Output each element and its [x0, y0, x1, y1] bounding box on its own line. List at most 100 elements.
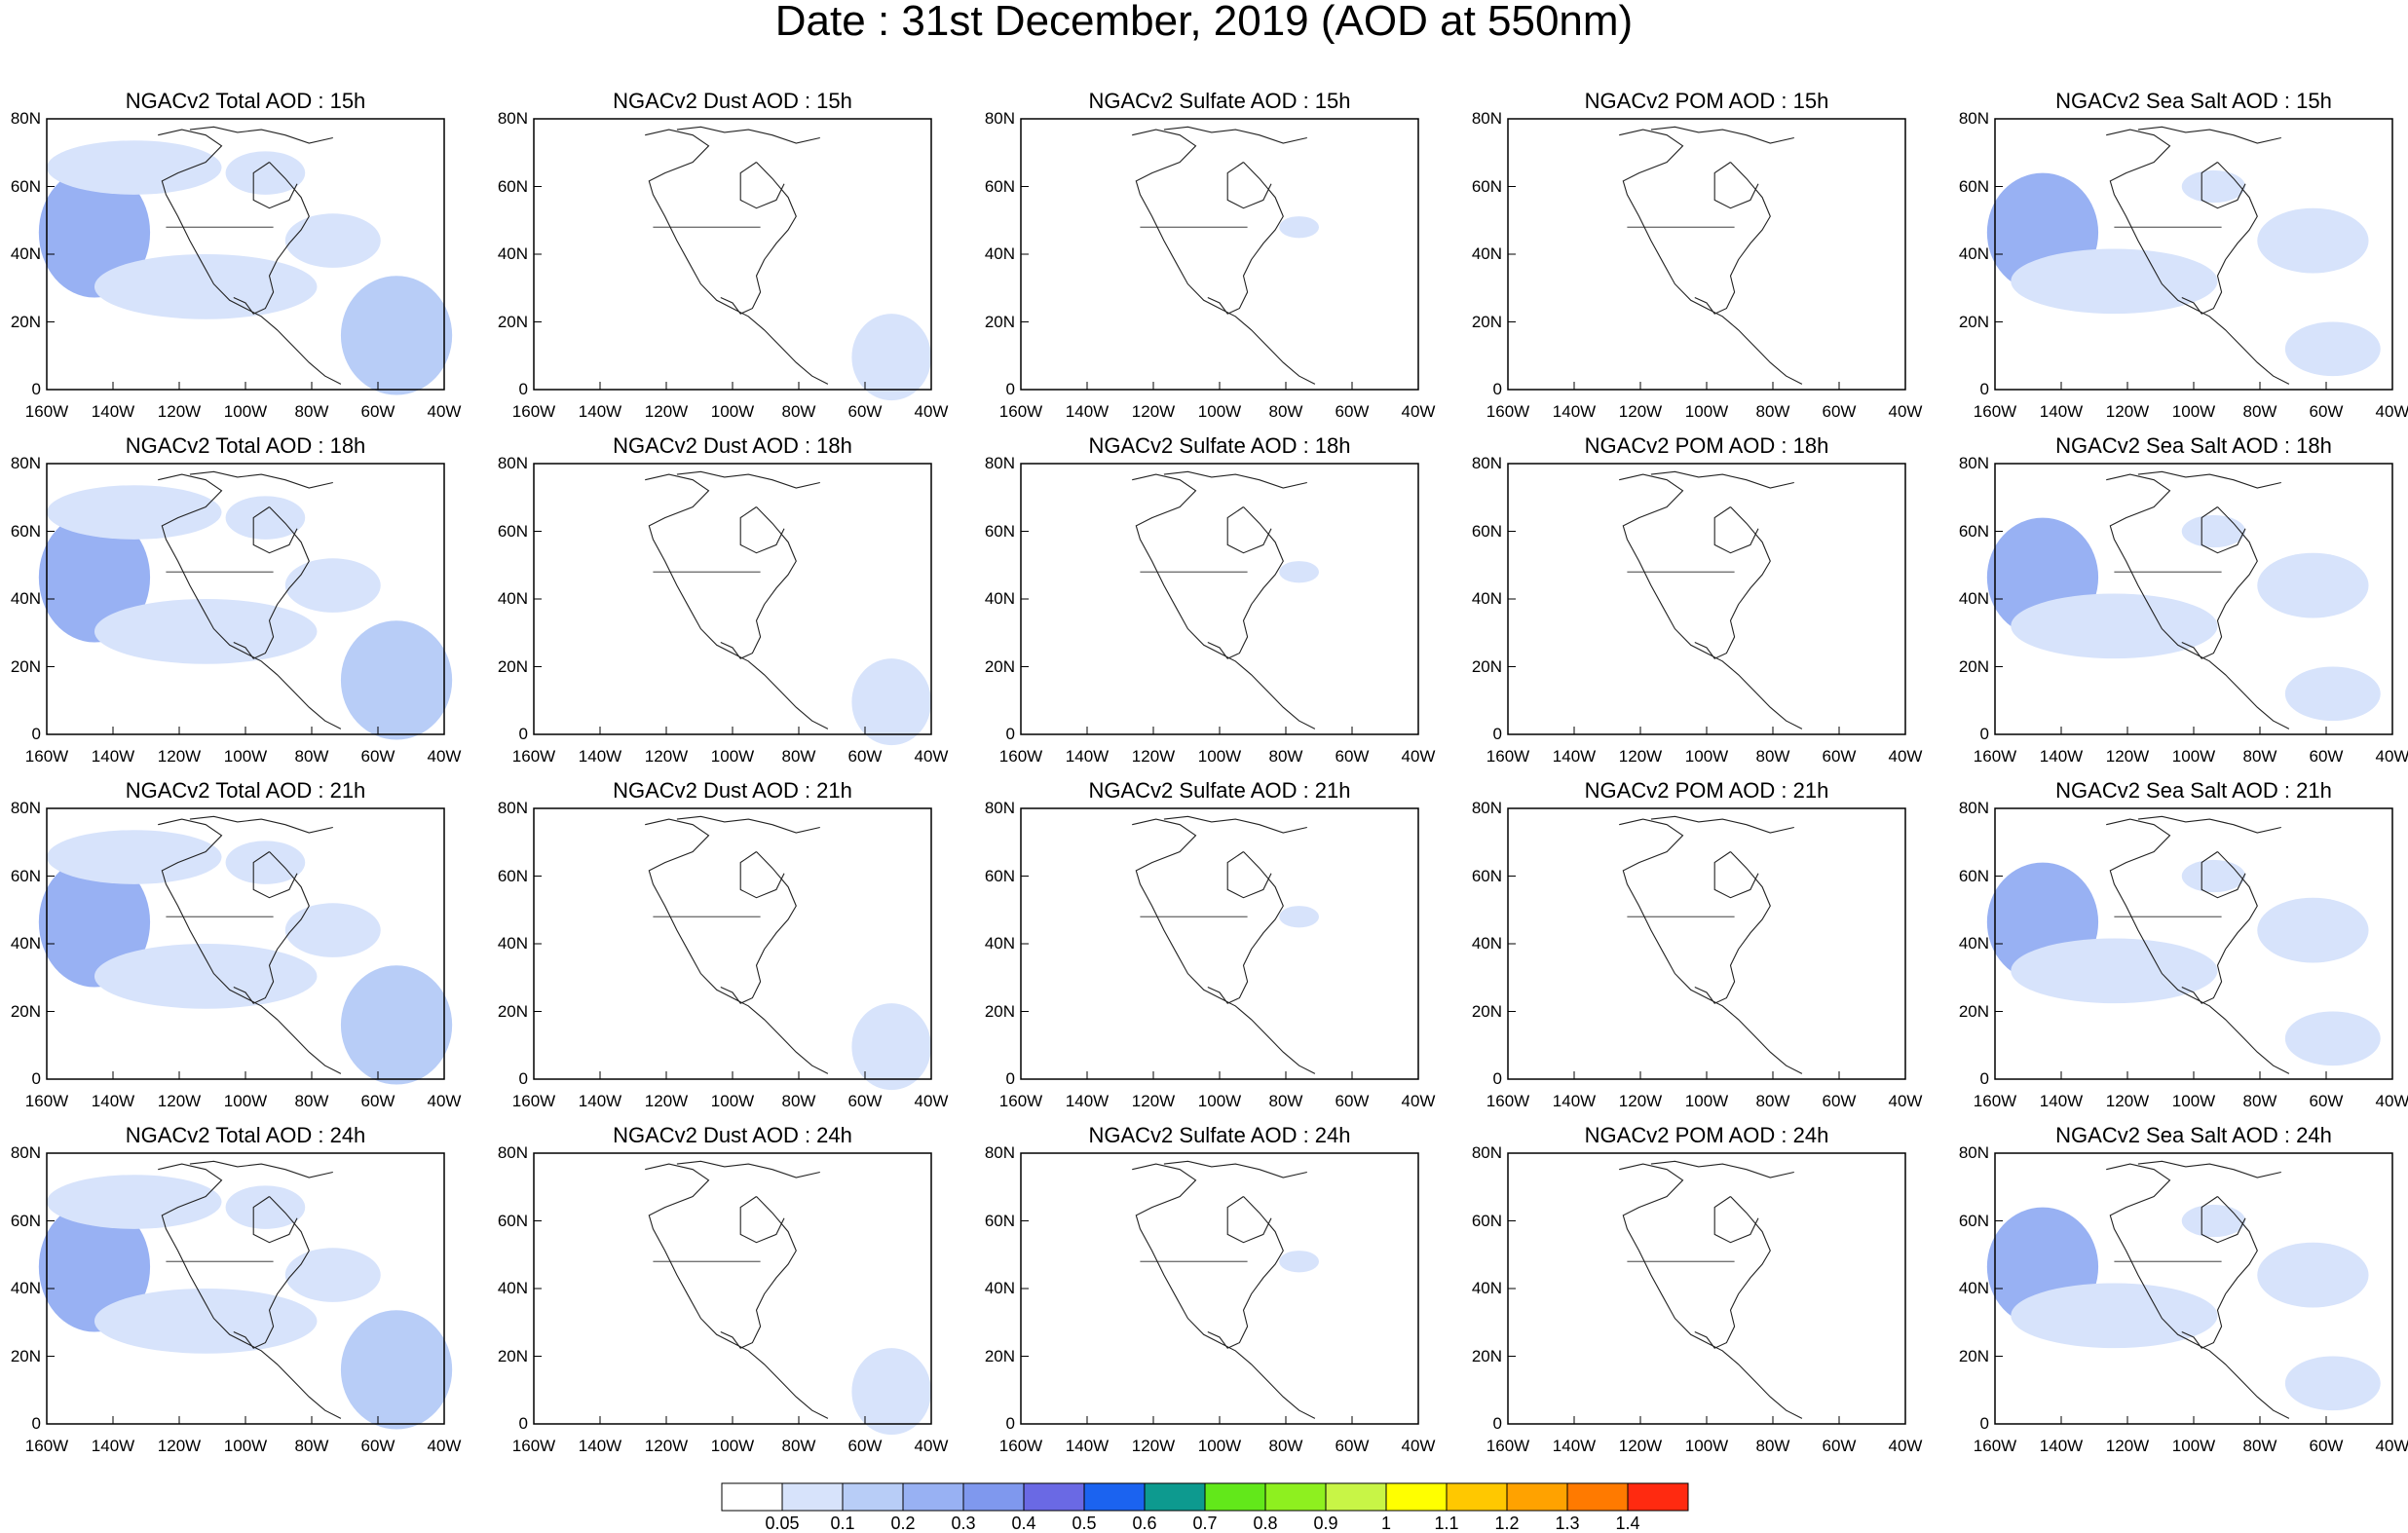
plot-frame [1020, 807, 1419, 1080]
lat-tick-label: 20N [10, 312, 41, 331]
lat-tick-label: 80N [984, 109, 1015, 128]
coastline [2201, 851, 2246, 899]
coastline [1207, 506, 1284, 659]
panel-title: NGACv2 Dust AOD : 24h [613, 1123, 852, 1147]
lat-tick-label: 80N [1471, 1143, 1502, 1162]
lat-tick-label: 0 [1979, 1414, 1989, 1433]
lon-tick-label: 120W [1131, 1437, 1176, 1455]
map-panel: NGACv2 Dust AOD : 18h 80N 60N 40N 20N 0 160W 14… [487, 434, 978, 773]
panel-title: NGACv2 POM AOD : 18h [1584, 433, 1829, 458]
panel-title: NGACv2 Sulfate AOD : 24h [1088, 1123, 1351, 1147]
aod-shading [2011, 938, 2218, 1004]
aod-shading [284, 558, 381, 613]
lat-tick-label: 0 [1005, 1414, 1015, 1433]
lon-tick-label: 80W [2242, 747, 2277, 766]
lat-tick-label: 20N [497, 1346, 528, 1365]
panel-title: NGACv2 POM AOD : 15h [1584, 89, 1829, 113]
aod-colorbar [721, 1482, 1689, 1512]
plot-frame [1507, 118, 1906, 391]
map-panel: NGACv2 Sulfate AOD : 24h 80N 60N 40N 20N 0 160… [974, 1124, 1465, 1463]
colorbar-label: 0.3 [951, 1514, 976, 1533]
panel-title: NGACv2 POM AOD : 21h [1584, 778, 1829, 803]
lon-tick-label: 80W [1755, 402, 1790, 421]
lon-tick-label: 160W [24, 1437, 69, 1455]
lon-tick-label: 140W [2039, 1092, 2084, 1110]
colorbar-label: 1.1 [1434, 1514, 1459, 1533]
panel-title: NGACv2 Sea Salt AOD : 18h [2055, 433, 2332, 458]
lon-tick-label: 40W [2375, 1437, 2408, 1455]
lon-tick-label: 140W [1552, 402, 1597, 421]
plot-frame [1507, 463, 1906, 735]
lat-tick-label: 60N [1471, 866, 1502, 885]
coastline [720, 851, 797, 1004]
panel-title: NGACv2 Dust AOD : 18h [613, 433, 852, 458]
colorbar-swatch [842, 1482, 904, 1512]
lat-tick-label: 80N [10, 799, 41, 817]
lon-tick-label: 120W [644, 747, 689, 766]
lon-tick-label: 140W [91, 1437, 135, 1455]
lat-tick-label: 20N [497, 312, 528, 331]
map-panel: NGACv2 Dust AOD : 24h 80N 60N 40N 20N 0 160W 14… [487, 1124, 978, 1463]
colorbar-swatch [962, 1482, 1025, 1512]
lat-tick-label: 40N [10, 244, 41, 263]
lat-tick-label: 80N [1471, 799, 1502, 817]
lon-tick-label: 80W [294, 747, 329, 766]
lat-tick-label: 60N [1958, 1211, 1989, 1230]
lat-tick-label: 40N [984, 589, 1015, 608]
lat-tick-label: 80N [497, 454, 528, 472]
coastline [1132, 473, 1316, 729]
panel-title: NGACv2 Total AOD : 21h [125, 778, 366, 803]
panel-title: NGACv2 Sea Salt AOD : 15h [2055, 89, 2332, 113]
lon-tick-label: 140W [578, 1437, 622, 1455]
colorbar-swatch [1385, 1482, 1448, 1512]
lon-tick-label: 100W [223, 402, 268, 421]
coastline [1619, 129, 1803, 385]
lon-tick-label: 160W [1486, 747, 1530, 766]
coastline [1694, 162, 1771, 315]
lat-tick-label: 60N [984, 521, 1015, 541]
lon-tick-label: 160W [998, 402, 1043, 421]
colorbar-swatch [1023, 1482, 1085, 1512]
lon-tick-label: 140W [1065, 1437, 1110, 1455]
lat-tick-label: 0 [1979, 380, 1989, 398]
coastline [233, 1196, 310, 1349]
map-panel: NGACv2 Sea Salt AOD : 15h 80N 60N 40N 20N 0 16… [1948, 90, 2408, 429]
coastline [2106, 1163, 2290, 1419]
aod-shading [340, 276, 453, 395]
map-panel: NGACv2 POM AOD : 21h 80N 60N 40N 20N 0 160W 140… [1461, 779, 1952, 1118]
aod-shading [94, 944, 318, 1009]
colorbar-label: 1 [1380, 1514, 1391, 1533]
lat-tick-label: 20N [1958, 1346, 1989, 1365]
panel-title: NGACv2 Total AOD : 15h [125, 89, 366, 113]
map-plot [1507, 1152, 1906, 1425]
lon-tick-label: 100W [1197, 1092, 1242, 1110]
plot-frame [1020, 463, 1419, 735]
lon-tick-label: 100W [710, 402, 755, 421]
coastline [2181, 851, 2258, 1004]
lat-tick-label: 20N [10, 656, 41, 676]
aod-shading [2284, 1356, 2381, 1411]
coastline [645, 818, 829, 1074]
lon-tick-label: 80W [2242, 1437, 2277, 1455]
aod-shading [2284, 321, 2381, 377]
coastline [158, 1163, 342, 1419]
lat-tick-label: 0 [1492, 1069, 1502, 1088]
map-plot [1986, 463, 2393, 735]
lat-tick-label: 40N [1958, 244, 1989, 263]
colorbar-swatch [1325, 1482, 1387, 1512]
aod-shading [2284, 1011, 2381, 1066]
lon-tick-label: 40W [427, 747, 462, 766]
lat-tick-label: 40N [10, 1279, 41, 1297]
coastline [1694, 506, 1771, 659]
lat-tick-label: 60N [984, 1211, 1015, 1230]
aod-shading [225, 1185, 306, 1229]
map-plot [1020, 118, 1419, 391]
lon-tick-label: 40W [914, 1092, 949, 1110]
map-panel: NGACv2 Sea Salt AOD : 18h 80N 60N 40N 20N 0 16… [1948, 434, 2408, 773]
lon-tick-label: 160W [511, 747, 556, 766]
lat-tick-label: 40N [1958, 934, 1989, 953]
lon-tick-label: 60W [360, 747, 395, 766]
aod-shading [284, 903, 381, 957]
lon-tick-label: 120W [2105, 747, 2150, 766]
aod-shading [225, 841, 306, 884]
